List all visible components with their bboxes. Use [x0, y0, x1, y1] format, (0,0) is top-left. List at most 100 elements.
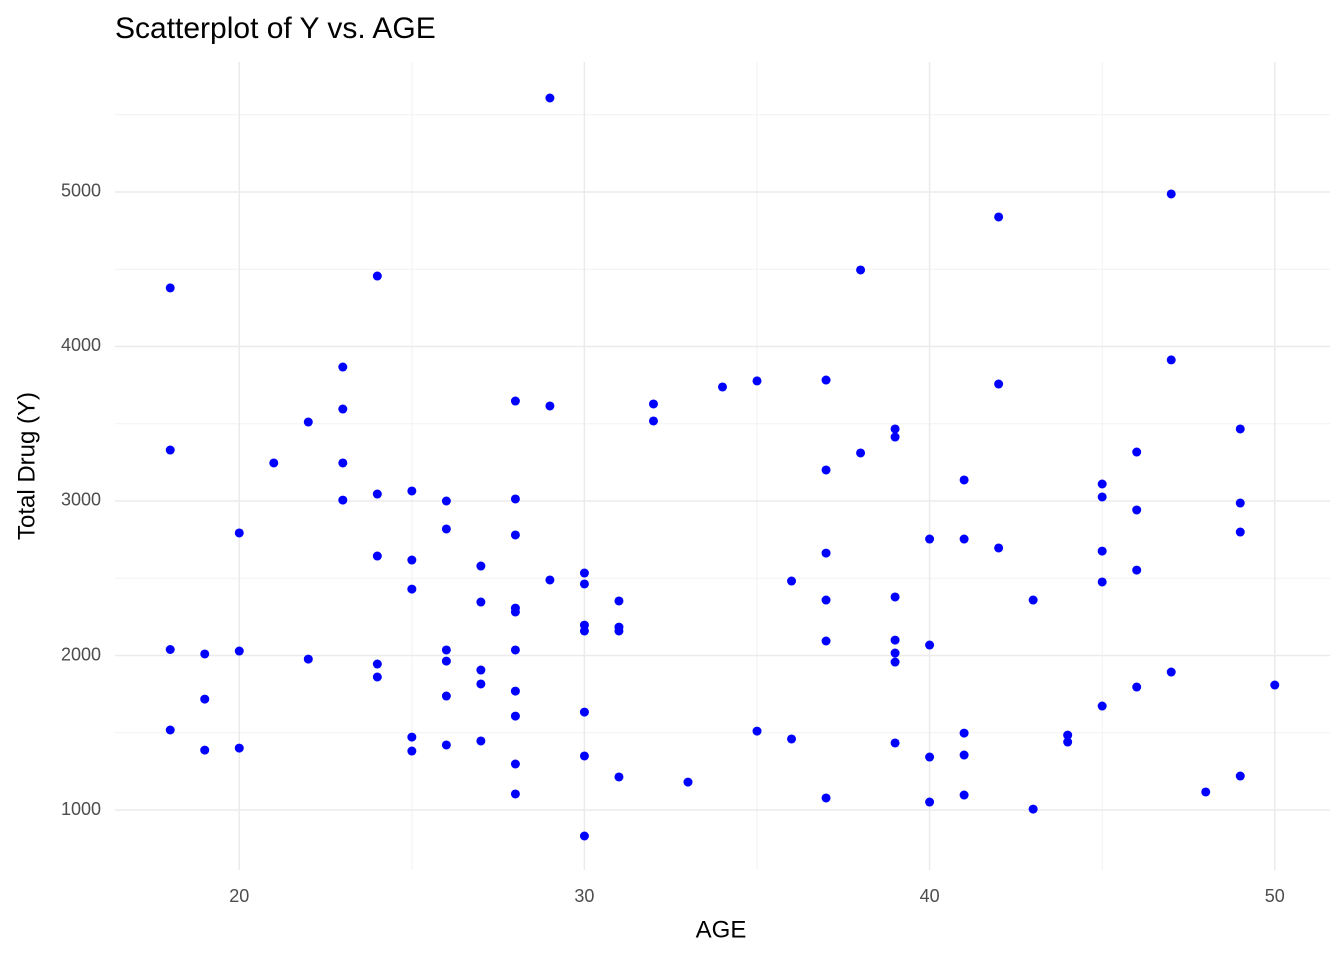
point [510, 789, 520, 799]
point [510, 607, 520, 617]
point [890, 592, 900, 602]
point [372, 489, 382, 499]
point [683, 777, 693, 787]
point [200, 694, 210, 704]
point [925, 752, 935, 762]
point [1270, 680, 1280, 690]
point [890, 648, 900, 658]
point [372, 672, 382, 682]
point [545, 93, 555, 103]
point [821, 465, 831, 475]
point [890, 424, 900, 434]
grid [115, 62, 1330, 870]
point [441, 496, 451, 506]
point [441, 524, 451, 534]
point [476, 679, 486, 689]
point [510, 530, 520, 540]
x-tick-label: 30 [574, 886, 594, 906]
point [165, 644, 175, 654]
y-tick-label: 3000 [61, 490, 101, 510]
point [372, 659, 382, 669]
point [1097, 492, 1107, 502]
point [338, 362, 348, 372]
point [1132, 682, 1142, 692]
point [787, 576, 797, 586]
x-axis-title: AGE [696, 916, 747, 943]
point [718, 382, 727, 392]
point [1132, 447, 1142, 457]
point [648, 416, 658, 426]
point [165, 725, 175, 735]
point [787, 734, 797, 744]
point [1097, 577, 1107, 587]
point [441, 740, 451, 750]
point [959, 750, 969, 760]
point [614, 626, 624, 636]
point [1201, 787, 1211, 797]
point [1235, 771, 1245, 781]
y-tick-label: 2000 [61, 644, 101, 664]
point [165, 445, 175, 455]
point [407, 486, 417, 496]
point [1097, 546, 1107, 556]
point [959, 475, 969, 485]
point [925, 534, 935, 544]
point [441, 645, 451, 655]
point [338, 404, 348, 414]
point [1166, 189, 1176, 199]
point [200, 745, 210, 755]
point [1235, 527, 1245, 537]
point [338, 458, 348, 468]
point [1235, 498, 1245, 508]
point [1166, 355, 1176, 365]
y-tick-label: 4000 [61, 335, 101, 355]
point [441, 656, 451, 666]
point [579, 568, 589, 578]
point [821, 548, 831, 558]
point [856, 448, 866, 458]
point [407, 732, 417, 742]
point [994, 543, 1004, 553]
point [925, 640, 935, 650]
chart-title: Scatterplot of Y vs. AGE [115, 12, 436, 45]
point [959, 728, 969, 738]
point [407, 584, 417, 594]
point [234, 646, 244, 656]
point [510, 759, 520, 769]
point [1235, 424, 1245, 434]
point [1097, 701, 1107, 711]
point [372, 271, 382, 281]
point [890, 738, 900, 748]
point [614, 772, 624, 782]
points [165, 93, 1280, 841]
point [648, 399, 658, 409]
point [1063, 730, 1073, 740]
point [545, 575, 555, 585]
point [1063, 737, 1073, 747]
point [510, 396, 520, 406]
point [579, 626, 589, 636]
point [821, 793, 831, 803]
point [269, 458, 279, 468]
point [234, 528, 244, 538]
point [234, 743, 244, 753]
point [1166, 667, 1176, 677]
point [994, 379, 1004, 389]
point [165, 283, 175, 293]
point [545, 401, 555, 411]
point [476, 665, 486, 675]
point [510, 686, 520, 696]
point [821, 595, 831, 605]
point [1132, 505, 1142, 515]
x-tick-label: 50 [1265, 886, 1285, 906]
y-axis-title: Total Drug (Y) [13, 392, 40, 540]
x-tick-label: 40 [920, 886, 940, 906]
point [959, 790, 969, 800]
point [752, 726, 762, 736]
y-tick-label: 1000 [61, 799, 101, 819]
point [1028, 804, 1038, 814]
point [303, 654, 313, 664]
point [925, 797, 935, 807]
y-tick-label: 5000 [61, 181, 101, 201]
point [579, 751, 589, 761]
